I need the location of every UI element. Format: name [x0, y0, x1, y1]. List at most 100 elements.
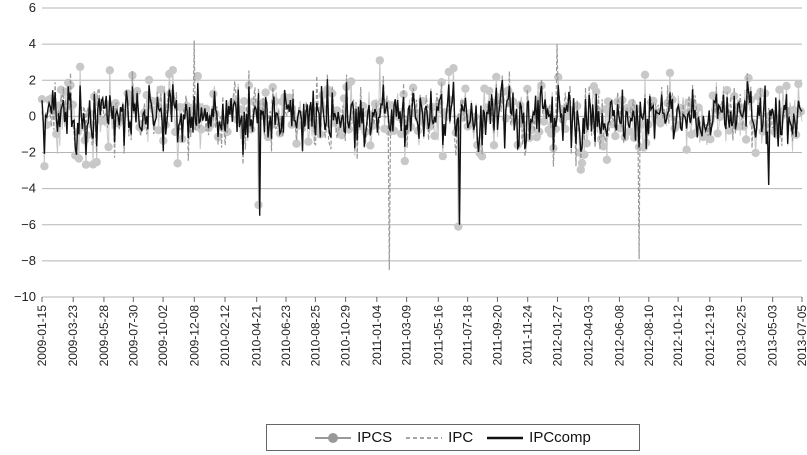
series-ipccomp [41, 79, 803, 225]
ipcs-point [599, 142, 608, 151]
y-axis-ticks: −10 −8 −6 −4 −2 0 2 4 6 [14, 0, 36, 304]
ipcs-point [254, 200, 263, 210]
ipcs-point [40, 162, 49, 171]
ipcs-point [344, 125, 354, 134]
legend-swatch-ipccomp [487, 436, 524, 439]
legend: IPCS IPC IPCcomp [266, 424, 640, 451]
ipcs-point [285, 93, 294, 102]
ipcs-point [144, 75, 154, 85]
x-axis-ticks: 2009-01-15 2009-03-23 2009-05-28 2009-07-30… [35, 297, 807, 366]
ipcs-point [375, 56, 384, 65]
ipcs-point [92, 157, 101, 167]
x-tick-label: 2010-06-23 [279, 305, 293, 367]
ipcs-point [708, 91, 717, 100]
x-tick-label: 2010-08-25 [308, 305, 322, 367]
ipcs-point [304, 137, 313, 146]
y-tick-label: 4 [29, 36, 36, 51]
x-tick-label: 2010-10-29 [339, 305, 353, 367]
ipcs-point [449, 63, 458, 73]
x-tick-label: 2011-05-16 [431, 305, 445, 366]
ipcs-point [682, 145, 691, 154]
ipcs-point [485, 86, 494, 96]
ipcs-point [268, 83, 277, 92]
ipcs-point [430, 131, 439, 141]
series-ipcs [37, 56, 805, 231]
y-tick-label: 6 [29, 0, 36, 15]
ipcs-point [596, 134, 606, 144]
x-tick-label: 2010-04-21 [250, 305, 264, 367]
ipcs-point [173, 159, 182, 168]
ipcs-point [722, 86, 732, 95]
ipcs-point [706, 135, 715, 144]
ipcs-point [580, 150, 589, 159]
ipcs-point [611, 131, 620, 141]
x-tick-label: 2012-06-08 [612, 305, 626, 367]
x-tick-label: 2012-08-10 [642, 305, 656, 367]
ipcs-point [576, 165, 585, 174]
x-tick-label: 2009-01-15 [35, 305, 49, 367]
ipcs-point [592, 87, 601, 96]
ipcs-point [152, 97, 161, 106]
ipcs-point [292, 139, 301, 148]
legend-item-ipc: IPC [406, 429, 473, 446]
x-tick-label: 2009-07-30 [126, 305, 140, 367]
ipcs-point [438, 151, 447, 161]
ipcs-point [99, 116, 109, 125]
legend-swatch-ipcs [315, 432, 352, 443]
ipcs-point [168, 66, 177, 75]
ipcs-point [713, 129, 722, 138]
x-tick-label: 2010-02-12 [218, 305, 232, 367]
ipcs-point [615, 124, 625, 133]
series-line-ipcs [41, 60, 803, 227]
ipcs-point [461, 84, 470, 93]
ipcs-point [523, 84, 532, 94]
x-tick-label: 2009-03-23 [66, 305, 80, 367]
legend-label-ipcs: IPCS [357, 429, 393, 446]
ipcs-point [630, 133, 639, 143]
ipcs-point [105, 66, 115, 75]
y-tick-label: 2 [29, 72, 36, 87]
ipcs-point [539, 117, 549, 126]
ipcs-point [52, 129, 61, 139]
ipcs-point [370, 99, 380, 109]
x-tick-label: 2012-10-12 [671, 305, 685, 367]
ipcs-point [154, 126, 163, 135]
ipcs-point [37, 95, 47, 104]
y-tick-label: −6 [21, 217, 36, 232]
legend-swatch-ipc [406, 436, 443, 439]
ipcs-point [237, 105, 246, 114]
x-tick-label: 2011-07-18 [461, 305, 475, 366]
y-tick-label: 0 [29, 108, 36, 123]
ipcs-point [261, 88, 270, 97]
ipcs-point [741, 135, 751, 144]
legend-label-ipc: IPC [448, 429, 474, 446]
ipcs-point [744, 73, 753, 83]
x-tick-label: 2011-11-24 [521, 305, 535, 365]
ipcs-point [665, 68, 675, 78]
ipcs-point [775, 85, 784, 94]
x-tick-label: 2011-01-04 [370, 305, 384, 366]
ipcs-point [751, 148, 760, 158]
y-tick-label: −8 [21, 253, 36, 268]
legend-item-ipcs: IPCS [315, 429, 392, 446]
x-tick-label: 2013-05-03 [766, 305, 780, 367]
ipcs-point [201, 104, 211, 114]
series-line-ipccomp [41, 79, 803, 225]
ipcs-point [437, 78, 446, 87]
ipcs-point [684, 98, 694, 107]
ipcs-point [492, 72, 501, 82]
x-tick-label: 2009-12-08 [187, 305, 201, 367]
series-line-ipc [41, 40, 803, 270]
ipcs-point [489, 141, 499, 150]
y-tick-label: −4 [21, 181, 36, 196]
ipcs-point [763, 120, 772, 129]
ipcs-point [75, 62, 85, 71]
ipcs-point [389, 126, 399, 135]
x-tick-label: 2013-02-25 [734, 305, 748, 367]
ipcs-point [156, 85, 166, 94]
ipcs-point [789, 105, 798, 115]
ipcs-point [81, 160, 91, 169]
ipcs-point [244, 81, 254, 90]
legend-label-ipccomp: IPCcomp [529, 429, 591, 446]
